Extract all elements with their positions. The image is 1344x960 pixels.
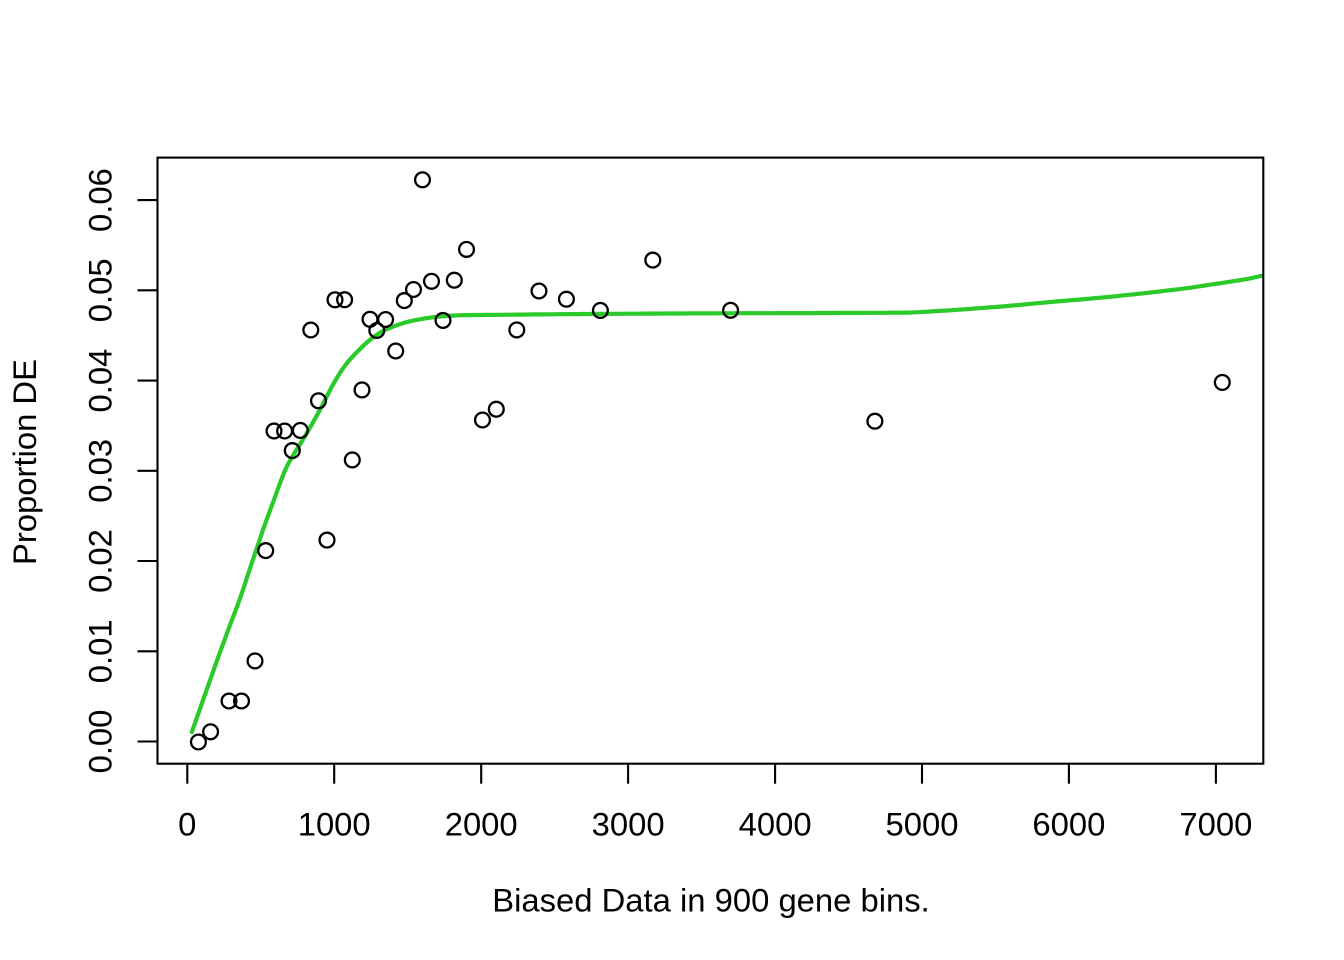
svg-text:0.01: 0.01 [82, 619, 119, 683]
svg-text:1000: 1000 [298, 806, 371, 843]
svg-text:5000: 5000 [886, 806, 959, 843]
svg-text:0.03: 0.03 [82, 439, 119, 503]
svg-text:4000: 4000 [739, 806, 812, 843]
svg-text:2000: 2000 [445, 806, 518, 843]
svg-text:7000: 7000 [1179, 806, 1252, 843]
svg-text:0: 0 [178, 806, 196, 843]
svg-text:6000: 6000 [1032, 806, 1105, 843]
svg-text:0.00: 0.00 [82, 710, 119, 774]
svg-text:3000: 3000 [592, 806, 665, 843]
svg-text:Proportion DE: Proportion DE [6, 359, 43, 565]
svg-text:0.02: 0.02 [82, 529, 119, 593]
svg-text:0.04: 0.04 [82, 349, 119, 413]
svg-text:Biased Data in 900 gene bins.: Biased Data in 900 gene bins. [492, 881, 930, 918]
svg-text:0.05: 0.05 [82, 258, 119, 322]
svg-text:0.06: 0.06 [82, 168, 119, 232]
